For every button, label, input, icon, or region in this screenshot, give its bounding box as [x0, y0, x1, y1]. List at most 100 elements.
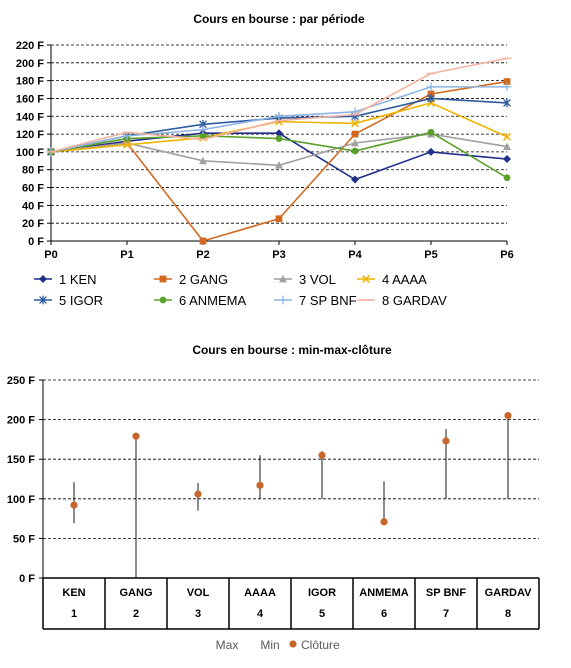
- chart1-legend-marker: [278, 295, 288, 305]
- chart2-hlc-group: [318, 451, 326, 499]
- chart1-legend-label: 6 ANMEMA: [179, 293, 247, 308]
- chart1-legend-marker: [39, 275, 47, 283]
- chart2-hlc-group: [380, 481, 388, 526]
- chart1-series: [47, 128, 511, 182]
- chart1-data-point: [351, 139, 359, 147]
- chart1-legend-marker: [159, 296, 167, 304]
- chart1-y-tick-label: 20 F: [22, 218, 44, 230]
- chart1-data-point: [503, 132, 511, 141]
- chart1-x-tick-label: P5: [424, 249, 437, 261]
- chart2-title: Cours en bourse : min-max-clôture: [192, 343, 392, 357]
- chart1-legend-marker: [39, 295, 47, 305]
- chart2-y-tick-label: 0 F: [19, 573, 35, 585]
- chart1-y-tick-label: 40 F: [22, 200, 44, 212]
- chart1-y-tick-label: 60 F: [22, 183, 44, 195]
- chart1-legend-label: 8 GARDAV: [382, 293, 447, 308]
- chart1-legend-item: [274, 275, 292, 283]
- chart1-legend-item: [34, 295, 52, 305]
- chart2-close-marker: [256, 481, 264, 489]
- chart2-x-category-number: 6: [381, 608, 387, 620]
- chart2-hlc-group: [442, 429, 450, 499]
- chart2-legend-max: Max: [216, 638, 239, 652]
- chart1-data-point: [123, 140, 131, 149]
- chart2-hlc-group: [132, 432, 140, 578]
- chart1-legend-item: [357, 275, 375, 283]
- chart1-x-tick-label: P4: [348, 249, 362, 261]
- chart1-series: [46, 57, 512, 153]
- chart1-data-point: [351, 130, 359, 138]
- chart1-y-tick-label: 200 F: [16, 58, 44, 70]
- chart1-y-tick-label: 0 F: [28, 236, 44, 248]
- chart2-y-tick-label: 200 F: [7, 415, 35, 427]
- chart2-x-category-label: IGOR: [308, 587, 336, 599]
- chart1-data-point: [427, 94, 435, 103]
- chart2-y-tick-label: 150 F: [7, 454, 35, 466]
- chart2-x-category-label: ANMEMA: [359, 587, 409, 599]
- chart2-x-category-label: SP BNF: [426, 587, 466, 599]
- chart2-y-tick-label: 250 F: [7, 375, 35, 387]
- chart1-legend-label: 4 AAAA: [382, 272, 427, 287]
- chart2-close-marker: [380, 518, 388, 526]
- chart2-legend-min: Min: [260, 638, 279, 652]
- chart2-hlc-group: [70, 482, 78, 524]
- chart1-data-point: [199, 132, 207, 140]
- chart1-series: [47, 98, 511, 156]
- chart2-close-marker: [504, 412, 512, 420]
- chart1-y-tick-label: 180 F: [16, 76, 44, 88]
- chart1-data-point: [274, 111, 284, 121]
- chart1-y-tick-label: 140 F: [16, 111, 44, 123]
- chart1-legend-marker: [279, 275, 287, 283]
- chart1-legend-label: 1 KEN: [59, 272, 97, 287]
- chart1-data-point: [351, 119, 359, 128]
- chart1-y-tick-label: 220 F: [16, 40, 44, 52]
- chart1-data-point: [199, 156, 207, 165]
- chart1-y-tick-label: 100 F: [16, 147, 44, 159]
- chart2-legend-close-marker: [289, 640, 297, 648]
- chart2-close-marker: [442, 437, 450, 445]
- chart1-y-tick-label: 120 F: [16, 129, 44, 141]
- chart1-legend-marker: [159, 275, 167, 283]
- chart1-legend-item: [154, 296, 172, 304]
- chart2-x-category-number: 7: [443, 608, 449, 620]
- chart1-data-point: [199, 237, 207, 245]
- chart1-x-tick-label: P1: [120, 249, 133, 261]
- chart1-data-point: [503, 142, 511, 150]
- chart2-x-category-number: 1: [71, 608, 77, 620]
- chart1-y-tick-label: 80 F: [22, 165, 44, 177]
- chart1-legend-label: 7 SP BNF: [299, 293, 357, 308]
- chart1-data-point: [275, 129, 283, 138]
- chart1-x-tick-label: P3: [272, 249, 285, 261]
- chart2-close-marker: [70, 501, 78, 509]
- chart1-data-point: [351, 175, 359, 184]
- chart2-legend-close: Clôture: [301, 638, 340, 652]
- chart1-data-point: [351, 147, 359, 155]
- chart1-data-point: [275, 215, 283, 223]
- chart2-hlc-group: [256, 455, 264, 499]
- chart1-legend-item: [34, 275, 52, 283]
- chart2-x-category-label: KEN: [62, 587, 85, 599]
- chart1-x-tick-label: P0: [44, 249, 57, 261]
- chart1-data-point: [427, 90, 435, 98]
- chart1-x-tick-label: P6: [500, 249, 513, 261]
- chart1-legend-item: [274, 295, 292, 305]
- chart2-x-category-label: VOL: [187, 587, 210, 599]
- chart1-legend-label: 5 IGOR: [59, 293, 103, 308]
- chart1-x-tick-label: P2: [196, 249, 209, 261]
- chart1-series: [47, 78, 511, 245]
- chart1-data-point: [275, 161, 283, 169]
- chart1-data-point: [427, 128, 435, 136]
- chart2-x-category-number: 3: [195, 608, 201, 620]
- chart1-series: [47, 94, 511, 157]
- chart2-close-marker: [194, 490, 202, 498]
- chart1-data-point: [426, 82, 436, 92]
- chart2-y-tick-label: 100 F: [7, 494, 35, 506]
- chart2-x-category-label: GARDAV: [485, 587, 533, 599]
- chart2-x-category-number: 5: [319, 608, 325, 620]
- chart2-hlc-group: [194, 482, 202, 511]
- chart2-x-category-number: 2: [133, 608, 139, 620]
- chart1-legend-marker: [362, 275, 370, 283]
- chart1-data-point: [503, 155, 511, 164]
- chart2-x-category-number: 8: [505, 608, 511, 620]
